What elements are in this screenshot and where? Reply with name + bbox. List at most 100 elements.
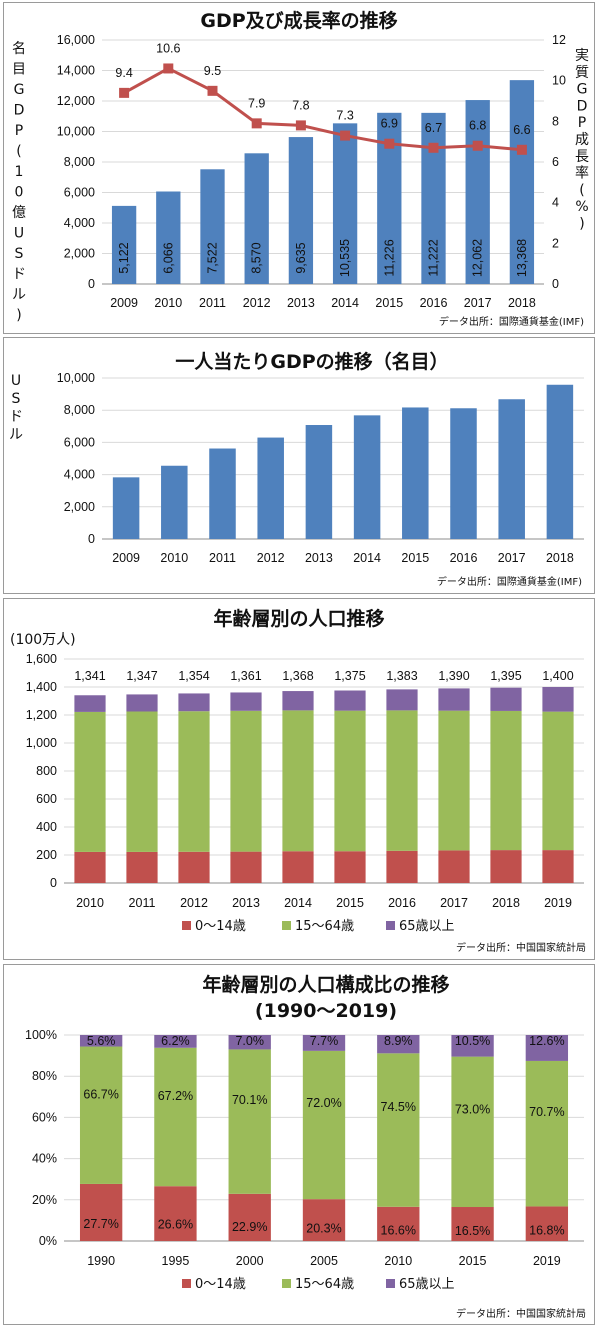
composition-segment (525, 1060, 569, 1207)
total-label: 1,361 (230, 669, 261, 683)
axis-label-char: 名 (12, 41, 26, 57)
x-tick-label: 2013 (232, 896, 260, 910)
composition-segment (228, 1193, 271, 1241)
per-capita-bar (402, 407, 429, 539)
growth-marker (472, 140, 483, 151)
source-note: データ出所：国際通貨基金(IMF) (437, 575, 582, 588)
axis-label-char: 目 (12, 62, 26, 78)
x-tick-label: 2018 (546, 551, 574, 565)
y2-tick-label: 12 (552, 33, 566, 47)
x-tick-label: 2013 (305, 551, 333, 565)
gdp-bar (465, 100, 490, 284)
x-tick-label: 2014 (284, 896, 312, 910)
growth-label: 7.9 (248, 96, 265, 110)
y-tick-label: 80% (32, 1069, 57, 1083)
x-tick-label: 2010 (160, 551, 188, 565)
y2-tick-label: 4 (552, 196, 559, 210)
legend-label: 65歳以上 (399, 1277, 455, 1292)
y-tick-label: 800 (36, 764, 57, 778)
growth-label: 7.3 (336, 109, 353, 123)
y-tick-label: 20% (32, 1193, 57, 1207)
axis-label-char: ( (16, 144, 21, 160)
y-tick-label: 40% (32, 1152, 57, 1166)
y-tick-label: 2,000 (64, 500, 95, 514)
growth-marker (516, 144, 527, 155)
y-axis-label: (100万人) (10, 632, 76, 648)
composition-segment (302, 1050, 346, 1200)
growth-label: 9.4 (115, 66, 132, 80)
total-label: 1,354 (178, 669, 209, 683)
per-capita-bar (450, 408, 477, 539)
segment-label: 70.1% (232, 1093, 267, 1107)
y-tick-label: 8,000 (64, 155, 95, 169)
growth-marker (384, 138, 395, 149)
total-label: 1,341 (74, 669, 105, 683)
segment-label: 70.7% (529, 1105, 564, 1119)
population-segment (542, 850, 574, 883)
segment-label: 27.7% (83, 1217, 118, 1231)
x-tick-label: 2017 (498, 551, 526, 565)
composition-segment (377, 1053, 420, 1207)
gdp-bar-label: 11,222 (427, 239, 441, 276)
y2-tick-label: 2 (552, 236, 559, 250)
chart-title: 年齢層別の人口推移 (213, 607, 384, 630)
total-label: 1,400 (542, 669, 573, 683)
growth-marker (163, 63, 174, 74)
growth-label: 6.6 (513, 123, 530, 137)
population-segment (542, 687, 574, 712)
x-tick-label: 2009 (110, 296, 138, 310)
y-tick-label: 4,000 (64, 216, 95, 230)
segment-label: 16.5% (455, 1224, 490, 1238)
x-tick-label: 2011 (199, 296, 226, 310)
total-label: 1,395 (490, 669, 521, 683)
x-tick-label: 2013 (287, 296, 315, 310)
legend-label: 15～64歳 (295, 1277, 354, 1292)
segment-label: 16.8% (529, 1224, 564, 1238)
axis-label-char: G (14, 82, 25, 98)
y-tick-label: 14,000 (57, 64, 95, 78)
y-tick-label: 12,000 (57, 94, 95, 108)
segment-label: 7.7% (310, 1034, 339, 1048)
y-tick-label: 16,000 (57, 33, 95, 47)
population-chart-panel: 年齢層別の人口推移 (100万人) 0 200 400 600 800 1,000 1,20… (3, 598, 595, 960)
legend: 0～14歳 15～64歳 65歳以上 (182, 919, 455, 934)
gdp-bar (288, 137, 314, 284)
x-tick-label: 2010 (154, 296, 182, 310)
legend: 0～14歳 15～64歳 65歳以上 (182, 1277, 455, 1292)
x-tick-label: 2015 (336, 896, 364, 910)
composition-segment (451, 1207, 494, 1241)
legend-swatch (182, 921, 191, 930)
axis-label-char: P (578, 115, 586, 131)
axis-label-char: ル (12, 287, 26, 303)
gdp-bar (156, 191, 181, 284)
population-segment (386, 850, 418, 883)
segment-label: 8.9% (384, 1034, 413, 1048)
gdp-bar (421, 112, 446, 284)
population-segment (74, 711, 106, 852)
segment-label: 66.7% (83, 1088, 118, 1102)
segment-label: 7.0% (235, 1034, 264, 1048)
axis-label-char: 率 (575, 165, 589, 182)
x-tick-label: 2015 (401, 551, 429, 565)
gdp-bar-label: 5,122 (117, 242, 131, 273)
source-note: データ出所：国際通貨基金(IMF) (439, 315, 584, 328)
y-tick-label: 400 (36, 820, 57, 834)
population-segment (230, 692, 262, 711)
composition-segment (377, 1035, 420, 1054)
population-chart: 年齢層別の人口推移 (100万人) 0 200 400 600 800 1,000 1,20… (10, 607, 586, 954)
per-capita-bar (112, 477, 140, 539)
y-tick-label: 1,600 (26, 652, 57, 666)
segment-label: 10.5% (455, 1034, 490, 1048)
axis-label-char: U (14, 226, 24, 242)
population-segment (74, 695, 106, 712)
segment-label: 67.2% (158, 1089, 193, 1103)
population-segment (282, 691, 314, 711)
composition-segment (302, 1199, 346, 1241)
y-tick-label: 60% (32, 1110, 57, 1124)
total-label: 1,375 (334, 669, 365, 683)
x-tick-label: 2015 (375, 296, 403, 310)
y-tick-label: 1,400 (26, 680, 57, 694)
gdp-bar-label: 9,635 (294, 242, 308, 273)
